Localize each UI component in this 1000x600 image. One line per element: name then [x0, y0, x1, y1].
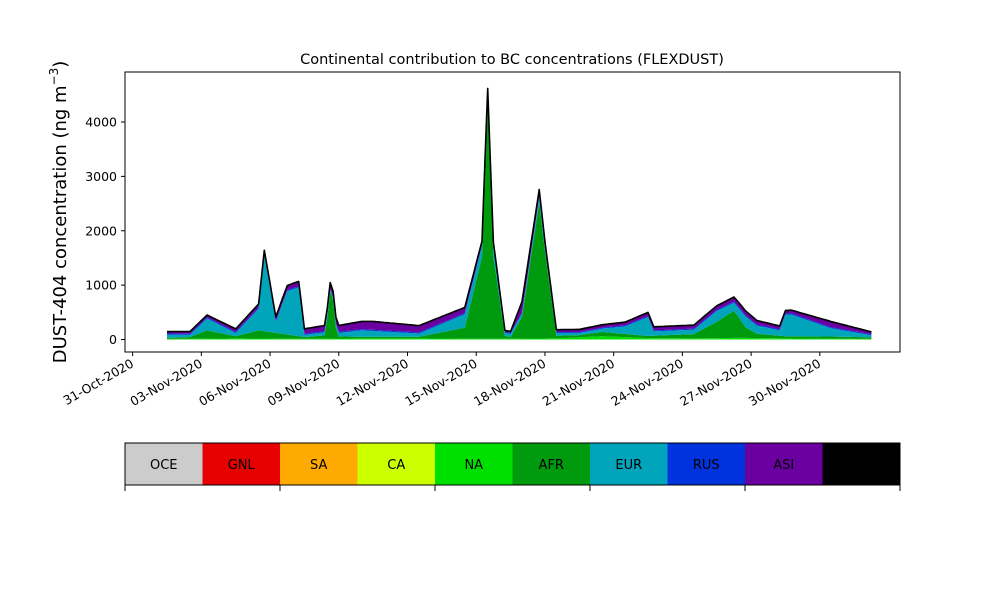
- legend-swatch-gnl: [202, 443, 281, 485]
- legend-swatch-eur: [590, 443, 668, 485]
- y-axis-label-main: DUST-404 concentration (ng m: [50, 85, 71, 363]
- x-tick-label: 24-Nov-2020: [608, 356, 686, 409]
- legend-label-sa: SA: [310, 458, 327, 473]
- total-line: [167, 87, 872, 333]
- stacked-areas: [167, 88, 872, 340]
- y-tick-label: 4000: [85, 115, 117, 130]
- legend-swatch-oce: [125, 443, 203, 485]
- x-tick-label: 09-Nov-2020: [265, 356, 343, 409]
- legend-colorbar: OCE GNL SA CA NA AFR EUR RUS ASI AUS: [124, 442, 901, 491]
- y-axis-label: DUST-404 concentration (ng m−3): [47, 61, 71, 364]
- y-tick-label: 3000: [85, 169, 117, 184]
- chart-title: Continental contribution to BC concentra…: [300, 52, 724, 68]
- y-tick-label: 2000: [85, 223, 117, 238]
- legend-label-gnl: GNL: [228, 458, 256, 473]
- legend-swatch-aus: [822, 443, 901, 485]
- y-axis-label-end: ): [50, 61, 71, 68]
- legend-swatch-afr: [512, 443, 591, 485]
- y-axis-ticks: 0 1000 2000 3000 4000: [85, 115, 125, 347]
- y-tick-label: 0: [109, 332, 117, 347]
- plot-frame: [124, 71, 901, 353]
- x-tick-label: 21-Nov-2020: [540, 356, 618, 409]
- x-tick-label: 15-Nov-2020: [402, 356, 480, 409]
- legend-label-rus: RUS: [693, 458, 720, 473]
- y-tick-label: 1000: [85, 278, 117, 293]
- legend-swatch-ca: [357, 443, 436, 485]
- legend-swatch-sa: [280, 443, 358, 485]
- x-axis-ticks: 31-Oct-202003-Nov-202006-Nov-202009-Nov-…: [60, 352, 823, 409]
- x-tick-label: 31-Oct-2020: [60, 356, 136, 408]
- legend-swatch-na: [435, 443, 513, 485]
- x-tick-label: 03-Nov-2020: [127, 356, 205, 409]
- y-axis-label-superscript: −3: [47, 68, 61, 86]
- x-tick-label: 12-Nov-2020: [334, 356, 412, 409]
- legend-label-asi: ASI: [773, 458, 794, 473]
- legend-label-afr: AFR: [539, 458, 564, 473]
- x-tick-label: 18-Nov-2020: [471, 356, 549, 409]
- legend-label-eur: EUR: [615, 458, 642, 473]
- legend-label-na: NA: [464, 458, 483, 473]
- legend-swatch-asi: [745, 443, 823, 485]
- legend-label-aus: AUS: [848, 458, 875, 473]
- x-tick-label: 27-Nov-2020: [677, 356, 755, 409]
- x-tick-label: 30-Nov-2020: [746, 356, 824, 409]
- area-na: [167, 336, 872, 340]
- x-tick-label: 06-Nov-2020: [196, 356, 274, 409]
- legend-swatch-rus: [667, 443, 746, 485]
- legend-frame: [124, 442, 901, 486]
- legend-label-oce: OCE: [150, 458, 178, 473]
- legend-label-ca: CA: [387, 458, 405, 473]
